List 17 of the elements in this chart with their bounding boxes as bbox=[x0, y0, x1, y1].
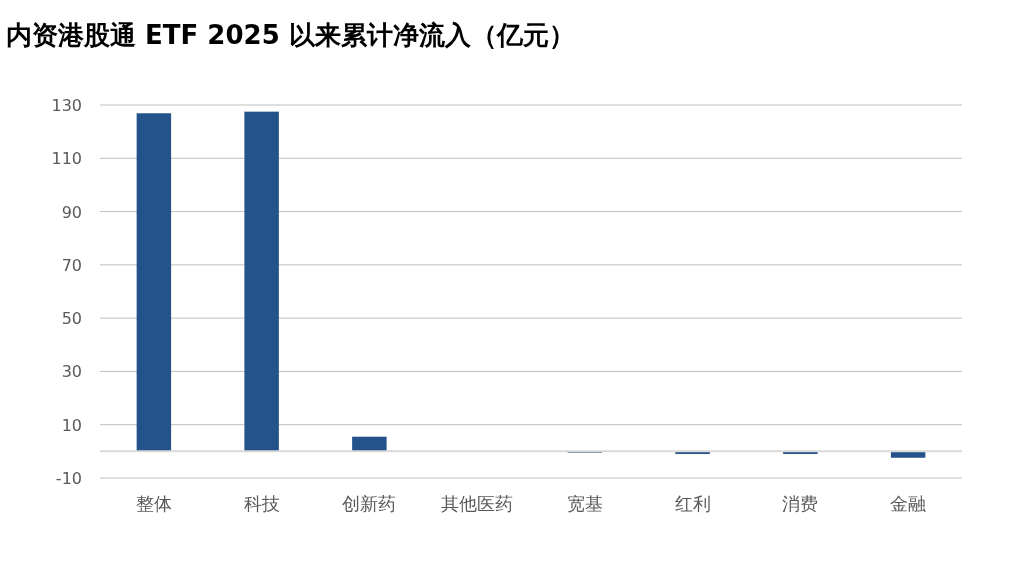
y-tick-label: 90 bbox=[61, 202, 82, 222]
y-tick-label: 110 bbox=[51, 149, 82, 169]
y-tick-label: -10 bbox=[55, 469, 82, 488]
y-tick-label: 30 bbox=[61, 362, 82, 382]
y-tick-label: 50 bbox=[61, 309, 82, 329]
y-tick-label: 130 bbox=[51, 96, 82, 115]
y-tick-label: 10 bbox=[61, 415, 82, 435]
x-tick-label: 整体 bbox=[135, 493, 172, 514]
x-tick-label: 消费 bbox=[782, 493, 819, 514]
y-tick-label: 70 bbox=[61, 255, 82, 275]
x-tick-label: 创新药 bbox=[342, 493, 397, 514]
x-tick-label: 宽基 bbox=[566, 493, 603, 514]
x-tick-label: 红利 bbox=[674, 493, 711, 514]
x-tick-label: 其他医药 bbox=[441, 493, 514, 514]
chart-title: 内资港股通 ETF 2025 以来累计净流入（亿元） bbox=[6, 20, 575, 50]
x-tick-label: 科技 bbox=[243, 493, 280, 514]
x-tick-label: 金融 bbox=[890, 493, 927, 514]
